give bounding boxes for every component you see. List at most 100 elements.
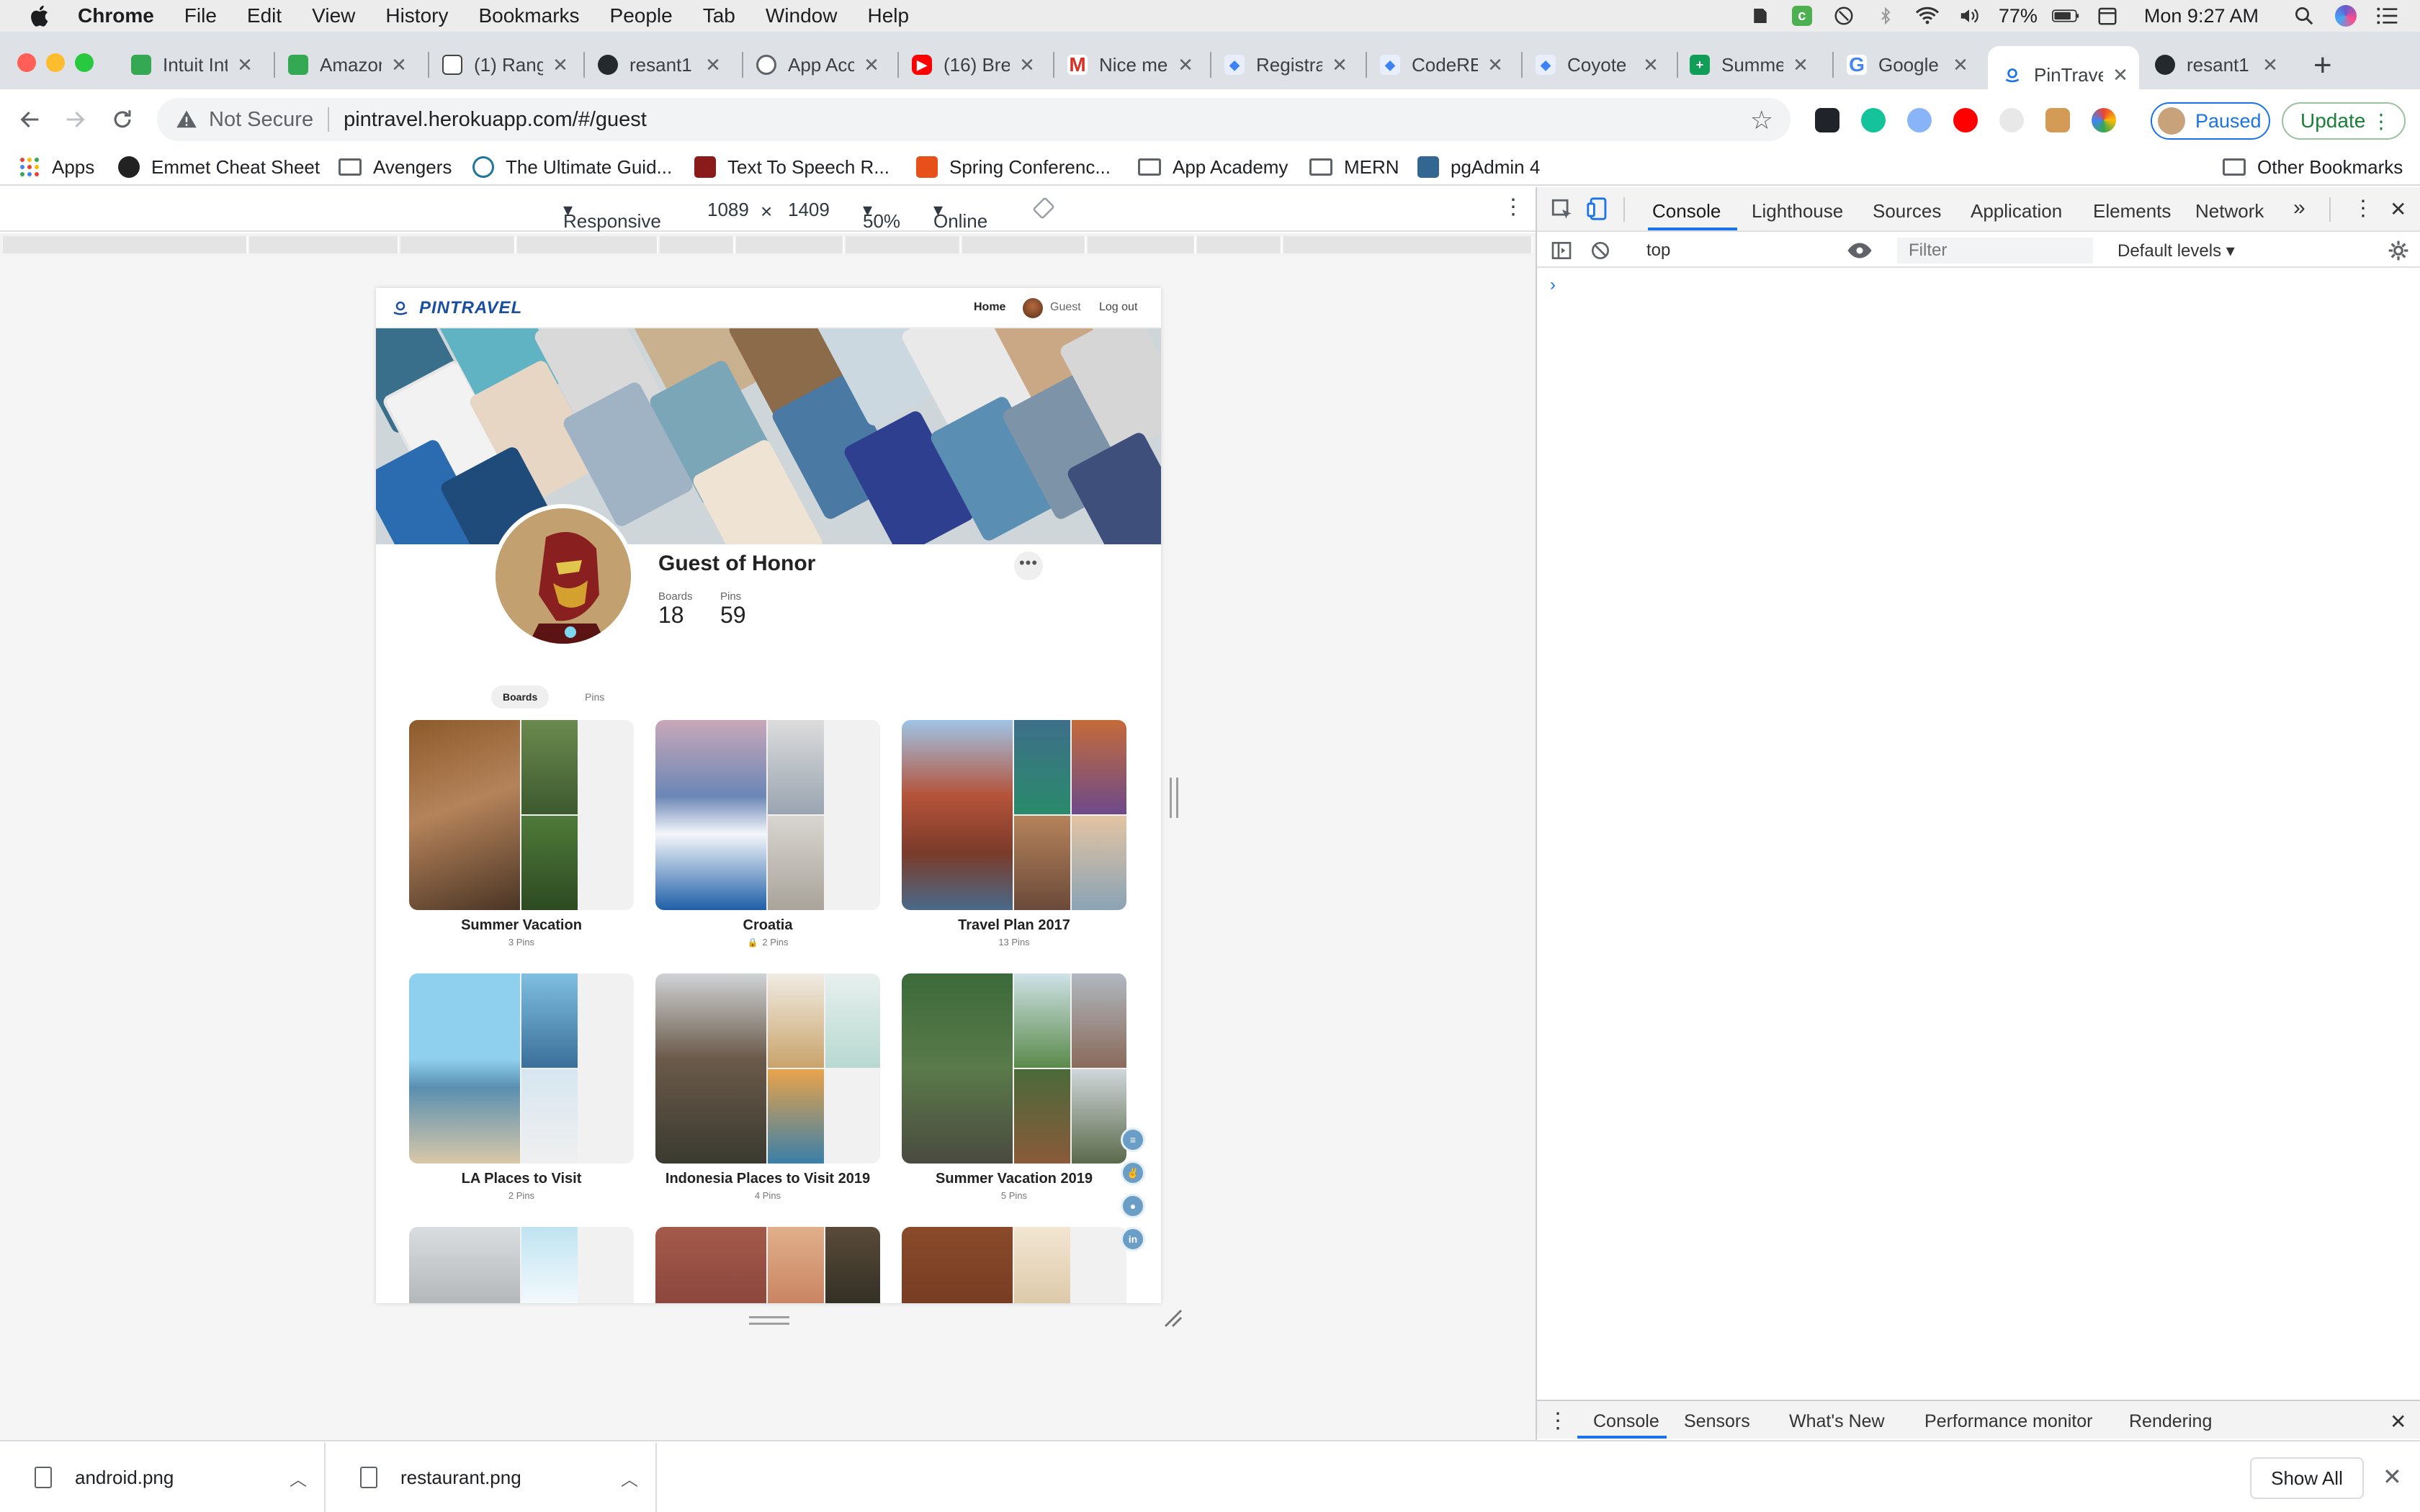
wifi-icon[interactable]: [1914, 5, 1941, 27]
new-tab-button[interactable]: +: [2313, 48, 2332, 83]
apple-icon[interactable]: [27, 3, 53, 29]
tab-elements[interactable]: Elements: [2093, 200, 2172, 222]
sync-icon[interactable]: [1830, 5, 1857, 27]
tab-boards[interactable]: Boards: [491, 685, 550, 708]
address-bar[interactable]: Not Secure pintravel.herokuapp.com/#/gue…: [157, 98, 1791, 141]
tab-github-2[interactable]: resant1 ✕: [2155, 46, 2280, 84]
nav-home-link[interactable]: Home: [974, 301, 1006, 313]
board-card[interactable]: [902, 1227, 1126, 1303]
drawer-tab-console[interactable]: Console: [1593, 1411, 1659, 1431]
close-icon[interactable]: ✕: [1178, 53, 1193, 76]
resume-icon[interactable]: ≡: [1121, 1128, 1145, 1152]
close-icon[interactable]: ✕: [1487, 53, 1503, 76]
device-toggle-icon[interactable]: [1586, 196, 1610, 227]
board-card[interactable]: Travel Plan 2017 13 Pins: [902, 720, 1126, 948]
react-devtools-icon[interactable]: [1815, 108, 1839, 132]
device-height-input[interactable]: 1409: [788, 199, 830, 220]
volume-icon[interactable]: [1955, 5, 1983, 27]
tab-coderev[interactable]: ◆ CodeRE ✕: [1380, 46, 1505, 84]
tab-coyote[interactable]: ◆ Coyote ✕: [1536, 46, 1661, 84]
more-tabs-icon[interactable]: »: [2293, 196, 2305, 220]
extension-globe-icon[interactable]: [1907, 108, 1932, 132]
close-icon[interactable]: ✕: [1643, 53, 1659, 76]
bookmark-folder-app-academy[interactable]: App Academy: [1138, 153, 1288, 181]
tab-application[interactable]: Application: [1971, 200, 2063, 222]
download-item[interactable]: android.png ︿: [0, 1443, 326, 1512]
live-expression-eye-icon[interactable]: [1847, 240, 1873, 266]
chevron-up-icon[interactable]: ︿: [621, 1470, 638, 1490]
drawer-tab-sensors[interactable]: Sensors: [1684, 1411, 1750, 1431]
media-query-segment[interactable]: [3, 236, 248, 253]
close-icon[interactable]: ✕: [2383, 1464, 2402, 1490]
board-card[interactable]: Croatia 🔒 2 Pins: [655, 720, 880, 948]
profile-paused-button[interactable]: Paused: [2151, 102, 2270, 140]
menu-view[interactable]: View: [312, 4, 356, 27]
drawer-close-icon[interactable]: ✕: [2390, 1410, 2407, 1433]
inspect-element-icon[interactable]: [1550, 197, 1574, 227]
notification-center-icon[interactable]: [2374, 5, 2401, 27]
board-card[interactable]: [409, 1227, 634, 1303]
window-zoom-button[interactable]: [75, 53, 94, 72]
log-levels-select[interactable]: Default levels ▾: [2118, 241, 2235, 261]
device-mode-select[interactable]: Responsive ▾: [563, 199, 661, 232]
menubar-clock[interactable]: Mon 9:27 AM: [2143, 4, 2259, 27]
reload-button[interactable]: [102, 99, 143, 140]
close-icon[interactable]: ✕: [1019, 53, 1035, 76]
pintravel-logo[interactable]: PINTRAVEL: [392, 298, 522, 318]
bookmark-ultimate-guide[interactable]: The Ultimate Guid...: [472, 153, 672, 181]
tab-gmail[interactable]: M Nice me ✕: [1067, 46, 1196, 84]
media-query-segment[interactable]: [1283, 236, 1533, 253]
profile-more-button[interactable]: •••: [1014, 552, 1043, 580]
devtools-close-icon[interactable]: ✕: [2390, 198, 2407, 220]
viewport-resize-corner-icon[interactable]: [1162, 1308, 1183, 1328]
menu-history[interactable]: History: [385, 4, 449, 27]
chevron-up-icon[interactable]: ︿: [290, 1470, 307, 1490]
close-icon[interactable]: ✕: [1793, 53, 1809, 76]
linkedin-icon[interactable]: in: [1121, 1227, 1145, 1251]
nav-user-link[interactable]: Guest: [1050, 301, 1081, 313]
youtube-extension-icon[interactable]: [1953, 108, 1978, 132]
bookmark-star-icon[interactable]: ☆: [1749, 105, 1773, 135]
bluetooth-icon[interactable]: [1872, 5, 1899, 27]
tab-pins[interactable]: Pins: [585, 691, 605, 703]
media-query-segment[interactable]: [962, 236, 1086, 253]
bookmark-folder-avengers[interactable]: Avengers: [339, 153, 452, 181]
menu-bookmarks[interactable]: Bookmarks: [478, 4, 580, 27]
close-icon[interactable]: ✕: [391, 53, 407, 76]
console-filter-input[interactable]: [1897, 238, 2093, 264]
drawer-tab-whats-new[interactable]: What's New: [1789, 1411, 1885, 1431]
bookmark-apps[interactable]: Apps: [19, 153, 94, 181]
board-card[interactable]: [655, 1227, 880, 1303]
console-settings-gear-icon[interactable]: [2387, 239, 2410, 267]
menu-window[interactable]: Window: [765, 4, 838, 27]
tab-google[interactable]: G Google ✕: [1847, 46, 1971, 84]
media-query-segment[interactable]: [400, 236, 516, 253]
tab-console[interactable]: Console: [1652, 200, 1721, 222]
media-query-segment[interactable]: [846, 236, 961, 253]
media-query-bar[interactable]: [0, 233, 1536, 256]
board-card[interactable]: Summer Vacation 2019 5 Pins: [902, 973, 1126, 1201]
evernote-icon[interactable]: [1747, 5, 1774, 27]
url-text[interactable]: pintravel.herokuapp.com/#/guest: [344, 107, 647, 131]
close-icon[interactable]: ✕: [864, 53, 879, 76]
menu-people[interactable]: People: [609, 4, 673, 27]
media-query-segment[interactable]: [660, 236, 735, 253]
bookmark-folder-mern[interactable]: MERN: [1309, 153, 1399, 181]
console-prompt-caret-icon[interactable]: ›: [1550, 275, 1556, 294]
media-query-segment[interactable]: [249, 236, 399, 253]
nav-logout-link[interactable]: Log out: [1099, 301, 1138, 313]
show-all-downloads-button[interactable]: Show All: [2250, 1457, 2364, 1499]
close-icon[interactable]: ✕: [1332, 53, 1348, 76]
devtools-menu-icon[interactable]: ⋮: [2352, 197, 2374, 220]
drawer-tab-performance-monitor[interactable]: Performance monitor: [1924, 1411, 2093, 1431]
device-more-icon[interactable]: ⋮: [1502, 195, 1524, 219]
tab-network[interactable]: Network: [2195, 200, 2264, 222]
close-icon[interactable]: ✕: [552, 53, 568, 76]
media-query-segment[interactable]: [736, 236, 844, 253]
github-icon[interactable]: ●: [1121, 1194, 1145, 1218]
drawer-menu-icon[interactable]: ⋮: [1547, 1409, 1569, 1433]
tab-intuit[interactable]: Intuit Int ✕: [131, 46, 255, 84]
back-button[interactable]: [10, 99, 50, 140]
bookmark-emmet[interactable]: Emmet Cheat Sheet: [118, 153, 320, 181]
tab-youtube[interactable]: ▶ (16) Bre ✕: [912, 46, 1037, 84]
